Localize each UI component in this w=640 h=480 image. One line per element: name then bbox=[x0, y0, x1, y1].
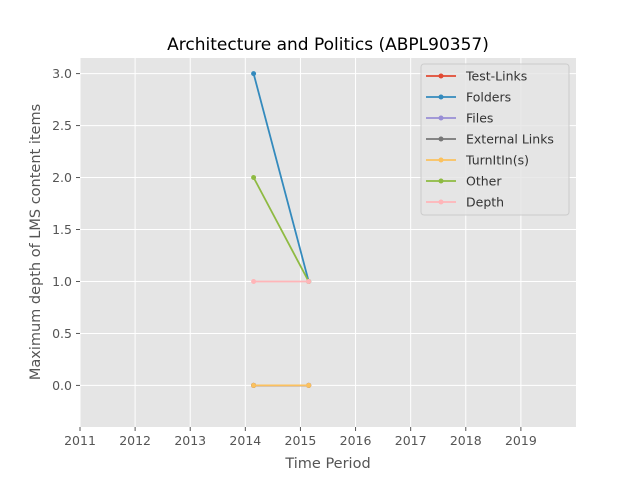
x-tick-label: 2019 bbox=[505, 433, 537, 448]
legend-marker-test-links bbox=[438, 73, 444, 79]
legend-label-depth: Depth bbox=[466, 195, 504, 210]
y-tick-label: 3.0 bbox=[52, 66, 72, 81]
data-point-depth bbox=[306, 278, 312, 284]
legend-marker-depth bbox=[438, 199, 444, 205]
data-point-depth bbox=[251, 278, 257, 284]
x-tick-label: 2017 bbox=[395, 433, 427, 448]
y-tick-label: 0.0 bbox=[52, 378, 72, 393]
legend: Test-Links Folders Files External Links Turn… bbox=[420, 63, 570, 216]
legend-label-turnitin-s: TurnItIn(s) bbox=[465, 153, 529, 168]
x-axis-title: Time Period bbox=[284, 456, 370, 472]
legend-label-external-links: External Links bbox=[466, 132, 554, 147]
series-line-folders bbox=[252, 73, 310, 282]
data-point-turnitin-s bbox=[251, 382, 257, 388]
series-lines bbox=[251, 71, 312, 388]
y-tick-label: 1.0 bbox=[52, 274, 72, 289]
legend-marker-files bbox=[438, 115, 444, 121]
series-line-other bbox=[252, 177, 310, 282]
y-axis-ticks: 0.0 0.5 1.0 1.5 2.0 2.5 3.0 bbox=[52, 66, 80, 393]
x-tick-label: 2012 bbox=[119, 433, 151, 448]
legend-label-folders: Folders bbox=[466, 90, 511, 105]
legend-label-other: Other bbox=[466, 174, 502, 189]
data-point-other bbox=[251, 175, 257, 181]
chart-title: Architecture and Politics (ABPL90357) bbox=[167, 35, 489, 55]
y-axis-title: Maximum depth of LMS content items bbox=[28, 104, 44, 380]
legend-box bbox=[420, 63, 570, 216]
x-tick-label: 2015 bbox=[285, 433, 317, 448]
legend-label-files: Files bbox=[466, 111, 493, 126]
x-axis-ticks: 2011 2012 2013 2014 2015 2016 2017 2018 2019 bbox=[64, 427, 537, 448]
y-tick-label: 1.5 bbox=[52, 222, 72, 237]
y-tick-label: 0.5 bbox=[52, 326, 72, 341]
x-tick-label: 2014 bbox=[229, 433, 261, 448]
x-tick-label: 2013 bbox=[174, 433, 206, 448]
x-tick-label: 2016 bbox=[340, 433, 372, 448]
legend-marker-external-links bbox=[438, 136, 444, 142]
legend-marker-turnitin-s bbox=[438, 157, 444, 163]
data-point-folders bbox=[251, 71, 257, 77]
x-tick-label: 2018 bbox=[450, 433, 482, 448]
data-point-turnitin-s bbox=[306, 382, 312, 388]
legend-label-test-links: Test-Links bbox=[465, 69, 527, 84]
legend-marker-other bbox=[438, 178, 444, 184]
y-tick-label: 2.0 bbox=[52, 170, 72, 185]
x-tick-label: 2011 bbox=[64, 433, 96, 448]
legend-marker-folders bbox=[438, 94, 444, 100]
y-tick-label: 2.5 bbox=[52, 118, 72, 133]
